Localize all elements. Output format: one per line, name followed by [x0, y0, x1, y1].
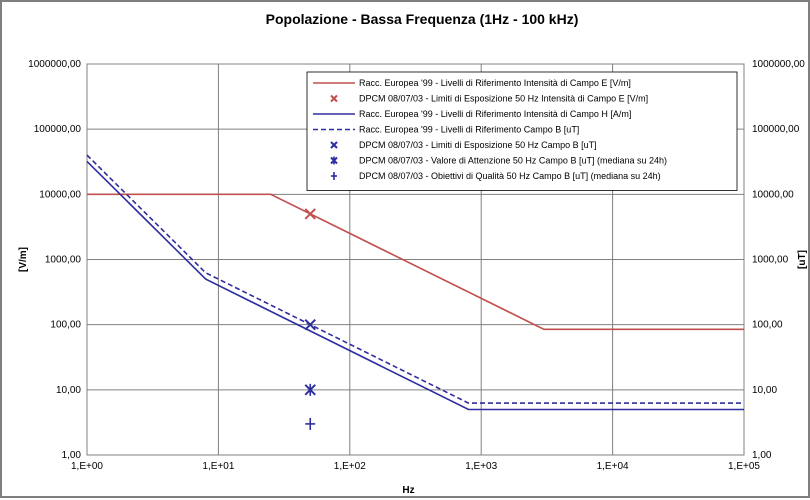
series-line — [86, 154, 744, 404]
legend-label: DPCM 08/07/03 - Limiti di Esposizione 50… — [359, 94, 648, 104]
y-tick-label-left: 1000000,00 — [28, 59, 81, 70]
y-tick-label-left: 100000,00 — [34, 124, 82, 135]
legend: Racc. Europea '99 - Livelli di Riferimen… — [306, 71, 738, 191]
y-tick-label-left: 10,00 — [56, 385, 81, 396]
legend-items: Racc. Europea '99 - Livelli di Riferimen… — [313, 78, 667, 181]
x-tick-label: 1,E+01 — [202, 461, 234, 472]
series-3 — [86, 160, 744, 411]
x-axis-label: Hz — [402, 485, 414, 496]
legend-label: Racc. Europea '99 - Livelli di Riferimen… — [359, 109, 631, 119]
legend-label: Racc. Europea '99 - Livelli di Riferimen… — [359, 78, 631, 88]
right-y-axis-ticks: 1,00 10,00 100,00 1000,00 10000,00 100000,00 1… — [752, 59, 805, 461]
y-tick-label-right: 100,00 — [752, 320, 783, 331]
series-marker — [304, 318, 316, 331]
y-axis-label-right: [uT] — [797, 250, 808, 269]
legend-label: DPCM 08/07/03 - Obiettivi di Qualità 50 … — [359, 171, 661, 181]
y-tick-label-right: 1000000,00 — [752, 59, 805, 70]
series-layer — [86, 154, 744, 430]
series-1 — [87, 193, 744, 331]
x-tick-label: 1,E+04 — [597, 461, 629, 472]
x-tick-label: 1,E+02 — [334, 461, 366, 472]
series-7 — [305, 417, 316, 430]
y-tick-label-left: 10000,00 — [39, 189, 81, 200]
legend-entry: Racc. Europea '99 - Livelli di Riferimen… — [313, 109, 631, 119]
y-tick-label-left: 1000,00 — [45, 255, 82, 266]
left-y-axis-ticks: 1,00 10,00 100,00 1000,00 10000,00 100000,00 1… — [28, 59, 81, 461]
series-line — [86, 160, 744, 411]
legend-entry: DPCM 08/07/03 - Valore di Attenzione 50 … — [330, 156, 667, 166]
y-tick-label-right: 10,00 — [752, 385, 777, 396]
chart-title: Popolazione - Bassa Frequenza (1Hz - 100… — [266, 11, 579, 27]
series-6 — [304, 383, 316, 396]
legend-entry: DPCM 08/07/03 - Limiti di Esposizione 50… — [330, 140, 597, 150]
legend-entry: Racc. Europea '99 - Livelli di Riferimen… — [313, 78, 631, 88]
legend-entry: DPCM 08/07/03 - Limiti di Esposizione 50… — [330, 94, 648, 104]
series-4 — [86, 154, 744, 404]
legend-box — [306, 71, 738, 191]
legend-swatch-marker — [330, 141, 338, 149]
legend-label: Racc. Europea '99 - Livelli di Riferimen… — [359, 125, 579, 135]
legend-entry: DPCM 08/07/03 - Obiettivi di Qualità 50 … — [331, 171, 661, 181]
x-tick-label: 1,E+00 — [71, 461, 103, 472]
legend-entry: Racc. Europea '99 - Livelli di Riferimen… — [313, 125, 579, 135]
y-tick-label-right: 100000,00 — [752, 124, 800, 135]
plot-area-border — [86, 63, 745, 456]
series-line — [87, 193, 744, 331]
series-marker — [304, 208, 316, 220]
y-tick-label-right: 1000,00 — [752, 255, 789, 266]
y-tick-label-right: 10000,00 — [752, 189, 794, 200]
x-tick-label: 1,E+03 — [465, 461, 497, 472]
series-5 — [304, 318, 316, 331]
legend-label: DPCM 08/07/03 - Limiti di Esposizione 50… — [359, 140, 597, 150]
y-axis-label-left: [V/m] — [18, 247, 29, 272]
y-tick-label-right: 1,00 — [752, 450, 772, 461]
x-axis-ticks: 1,E+00 1,E+01 1,E+02 1,E+03 1,E+04 1,E+05 — [71, 461, 760, 472]
legend-label: DPCM 08/07/03 - Valore di Attenzione 50 … — [359, 156, 667, 166]
series-2 — [304, 208, 316, 220]
legend-swatch-marker — [330, 94, 338, 103]
y-tick-label-left: 1,00 — [62, 450, 82, 461]
y-tick-label-left: 100,00 — [50, 320, 81, 331]
x-tick-label: 1,E+05 — [728, 461, 760, 472]
